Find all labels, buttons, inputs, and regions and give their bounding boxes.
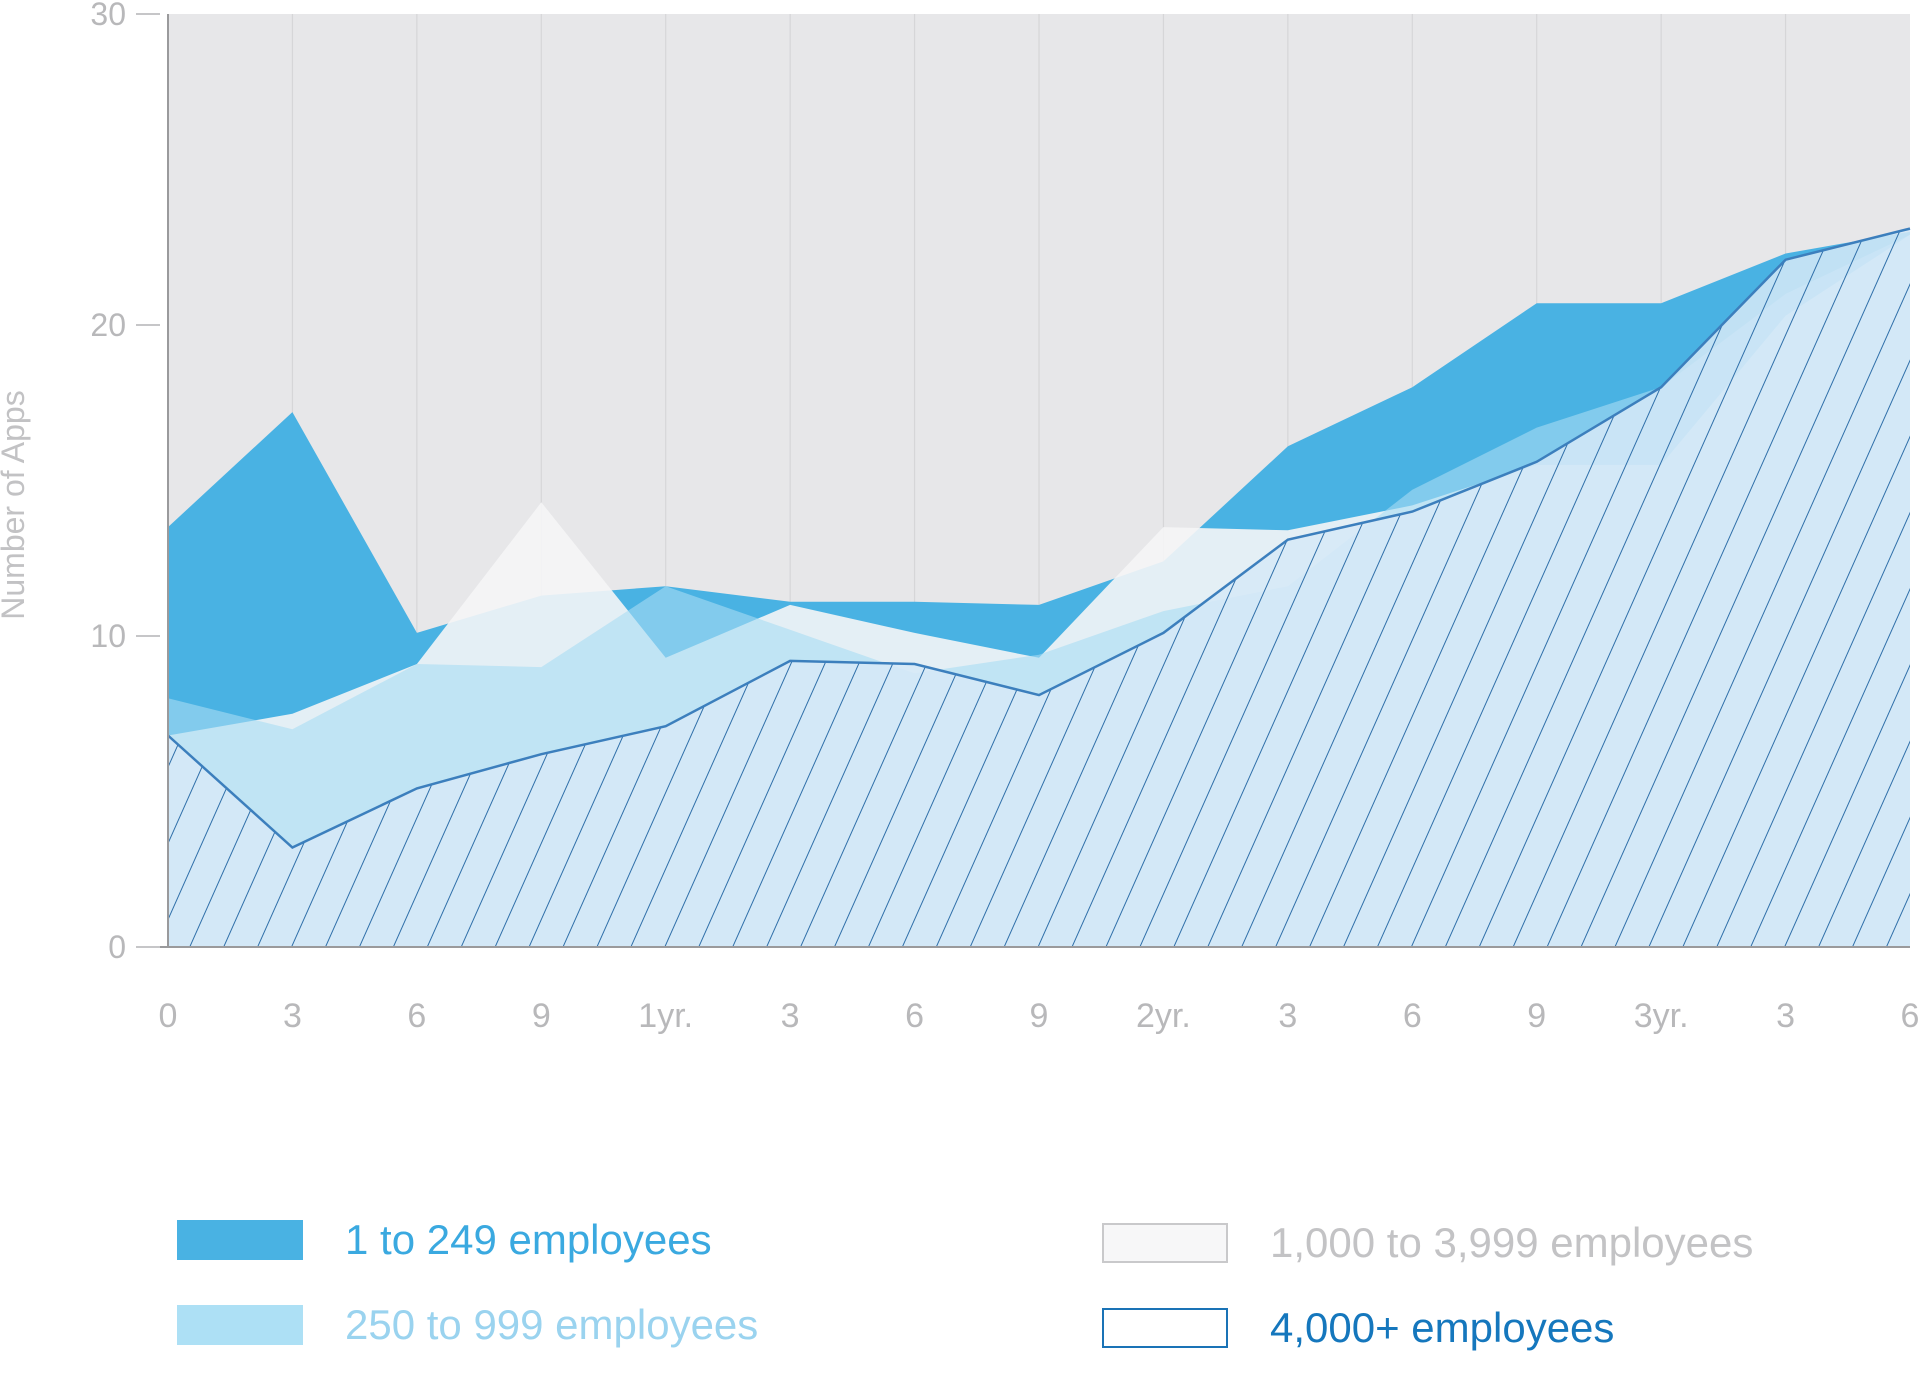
legend-swatch [1102, 1223, 1228, 1263]
x-tick-label: 0 [159, 997, 178, 1035]
x-tick-label: 9 [532, 997, 551, 1035]
y-axis-label: Number of Apps [0, 390, 31, 619]
x-tick-label: 6 [905, 997, 924, 1035]
series-line [167, 227, 1911, 849]
legend-swatch [1102, 1308, 1228, 1348]
legend: 1 to 249 employees 250 to 999 employees 1,… [177, 1216, 1753, 1351]
x-tick-label: 2yr. [1136, 997, 1191, 1035]
legend-label: 4,000+ employees [1270, 1304, 1614, 1351]
y-tick-label: 20 [90, 307, 126, 343]
series-areas [167, 227, 1911, 948]
series-hatch [168, 228, 1910, 948]
x-tick-label: 6 [1403, 997, 1422, 1035]
axes [160, 14, 1910, 948]
x-tick-label: 9 [1527, 997, 1546, 1035]
x-tick-label: 3 [1776, 997, 1795, 1035]
legend-swatch [177, 1305, 303, 1345]
legend-item: 4,000+ employees [1102, 1304, 1614, 1351]
x-tick-label: 6 [407, 997, 426, 1035]
x-tick-label: 3yr. [1634, 997, 1689, 1035]
legend-swatch [177, 1220, 303, 1260]
y-tick-label: 10 [90, 618, 126, 654]
x-tick-label: 3 [283, 997, 302, 1035]
legend-label: 1 to 249 employees [345, 1216, 712, 1263]
x-tick-label: 3 [781, 997, 800, 1035]
y-tick-label: 30 [90, 0, 126, 32]
y-tick-label: 0 [108, 929, 126, 965]
legend-item: 1 to 249 employees [177, 1216, 712, 1263]
x-tick-label: 6 [1901, 997, 1919, 1035]
x-tick-labels: 0 3 6 9 1yr. 3 6 9 2yr. 3 6 9 3yr. 3 6 [159, 997, 1919, 1035]
legend-item: 1,000 to 3,999 employees [1102, 1219, 1753, 1266]
legend-item: 250 to 999 employees [177, 1301, 758, 1348]
y-tick-labels: 0 10 20 30 [90, 0, 160, 965]
legend-label: 250 to 999 employees [345, 1301, 758, 1348]
x-tick-label: 9 [1030, 997, 1049, 1035]
x-tick-label: 3 [1278, 997, 1297, 1035]
x-tick-label: 1yr. [638, 997, 693, 1035]
legend-label: 1,000 to 3,999 employees [1270, 1219, 1753, 1266]
